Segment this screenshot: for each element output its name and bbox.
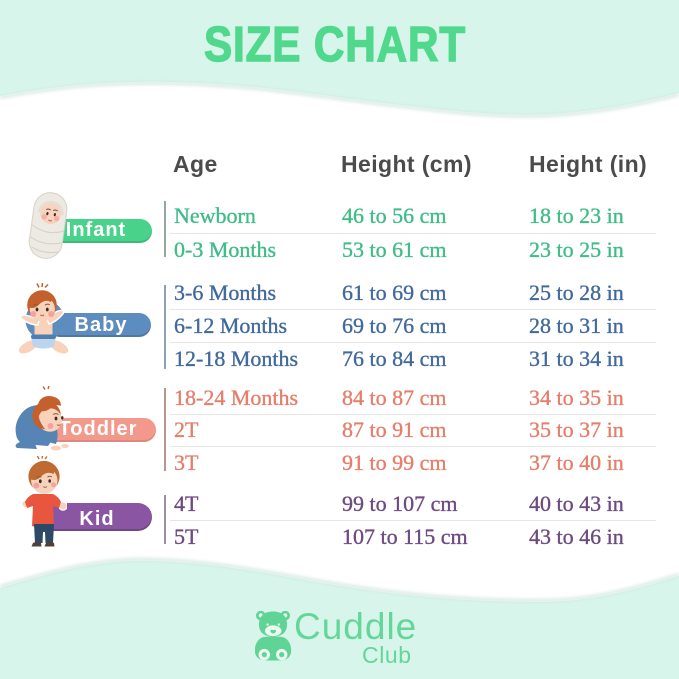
svg-text:SIZE CHART: SIZE CHART	[204, 18, 466, 72]
